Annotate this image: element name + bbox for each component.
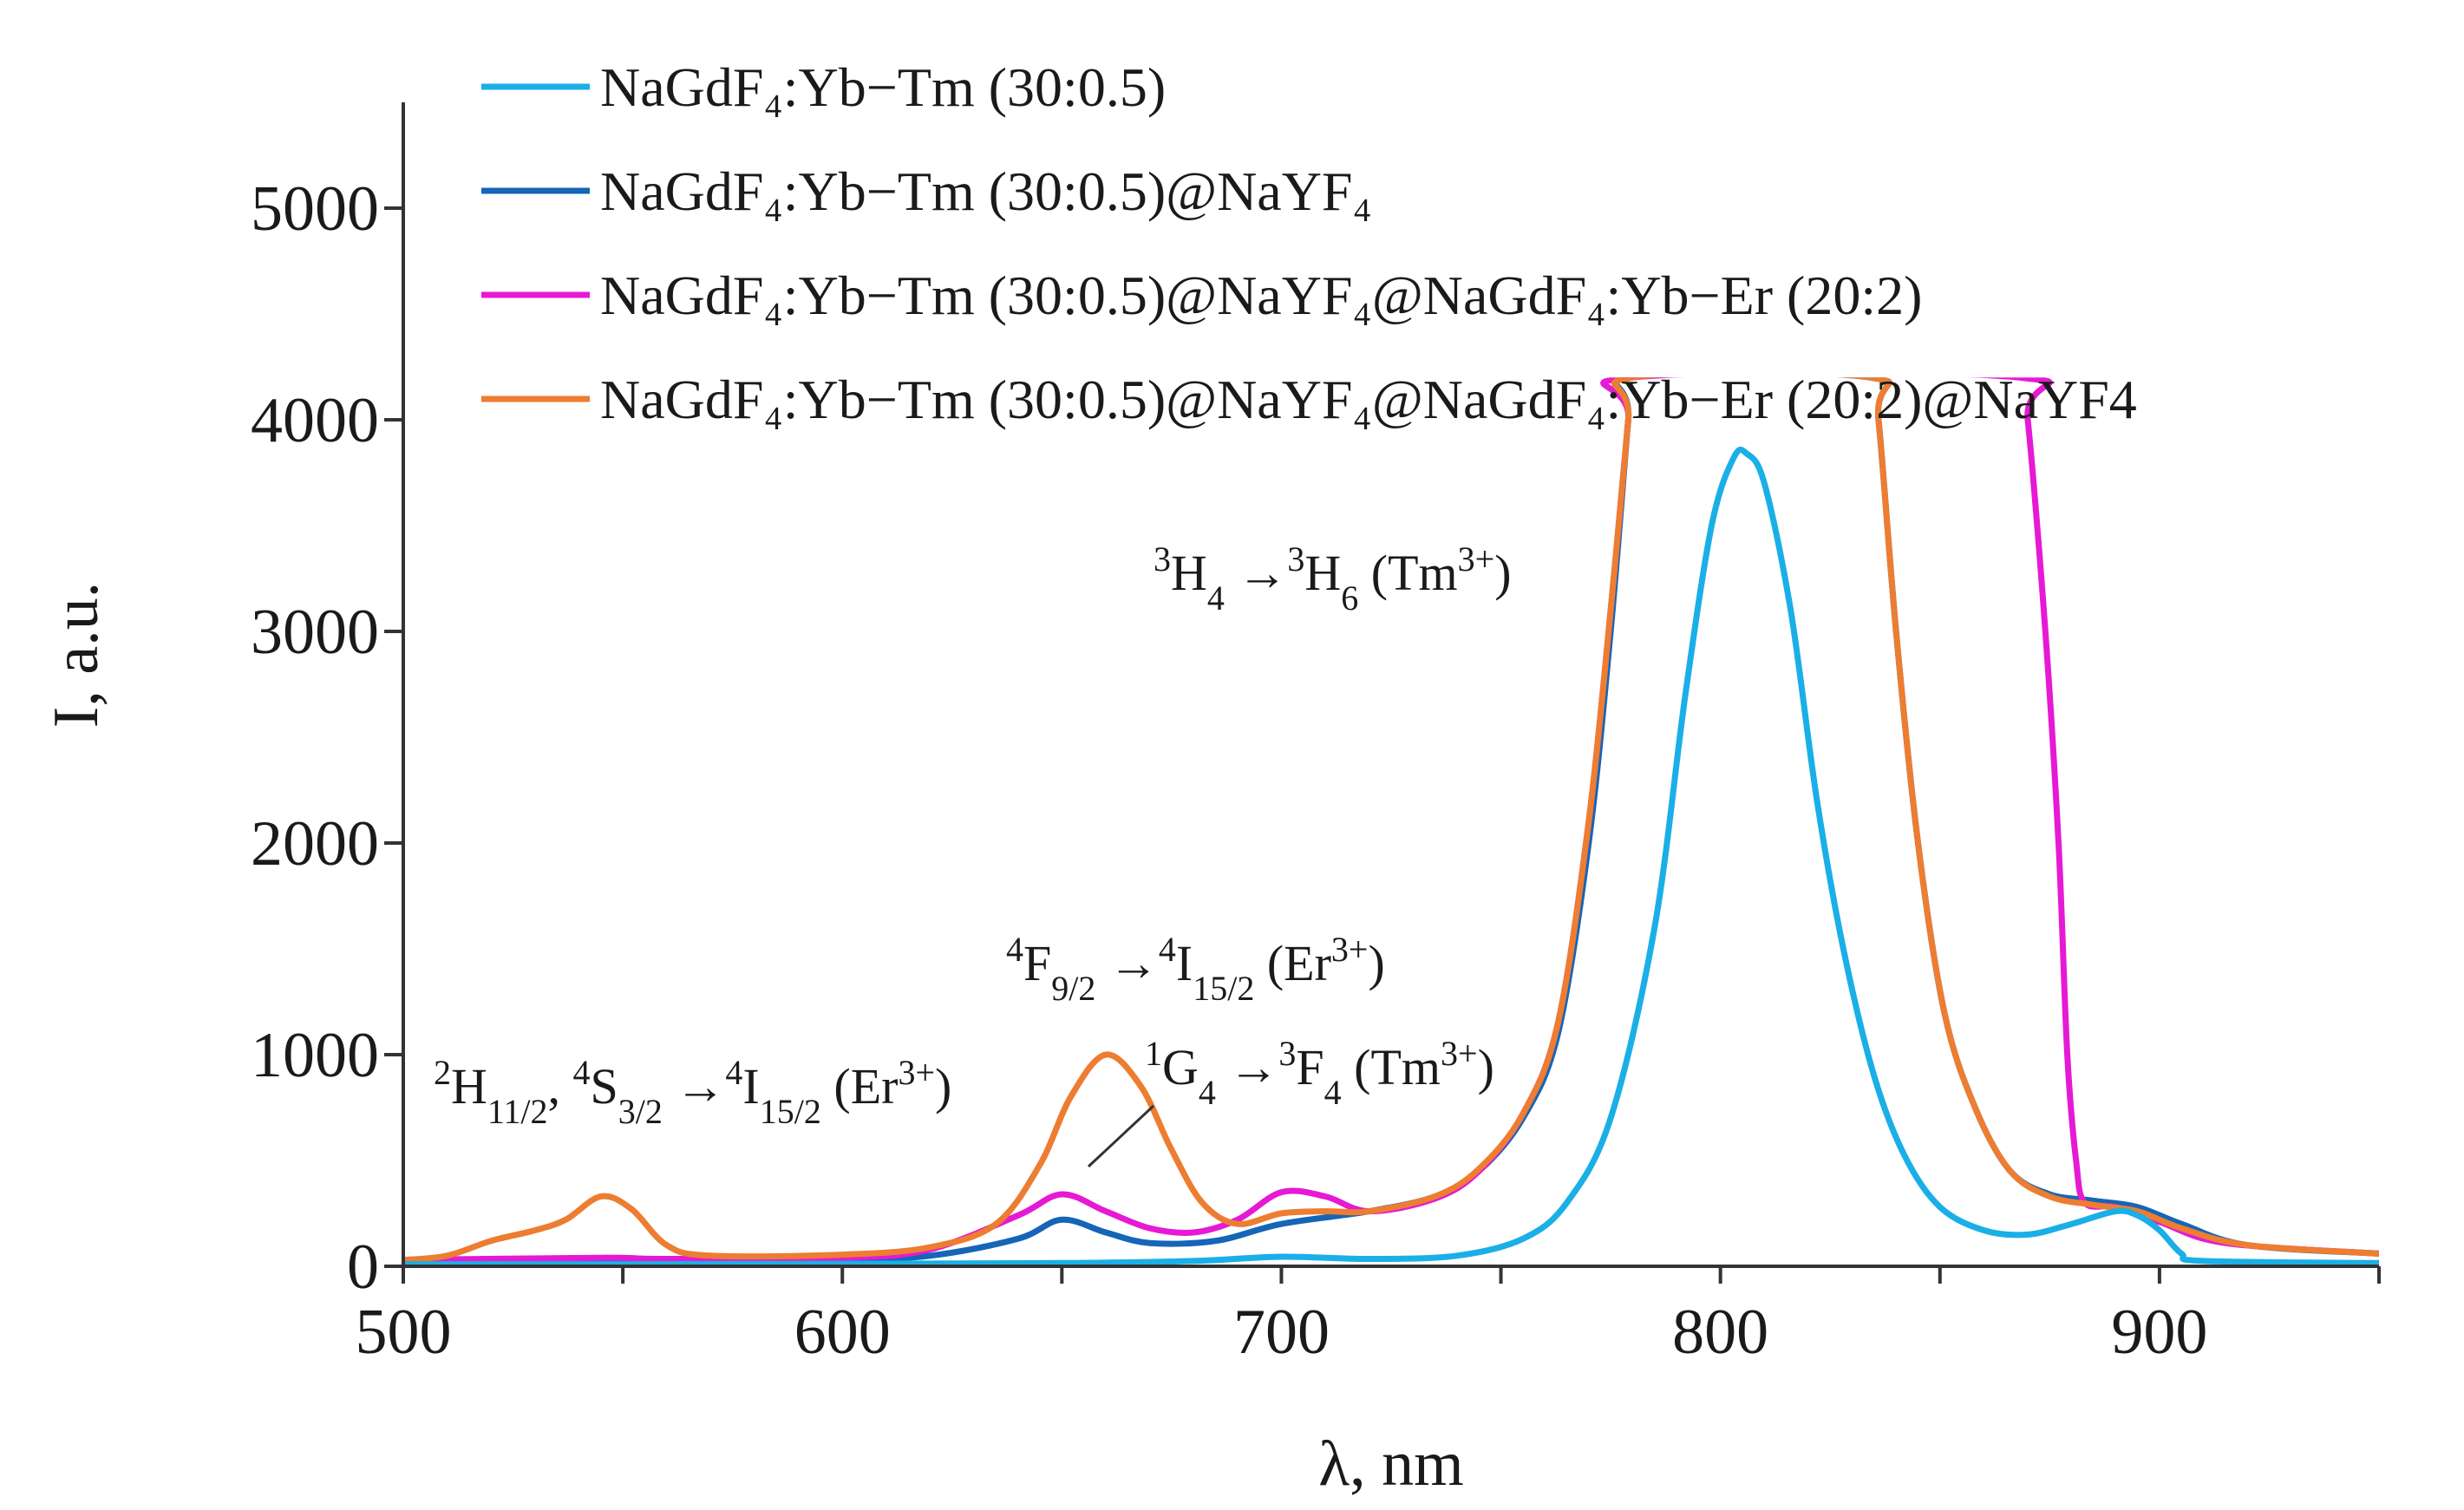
plot-area [403,377,2379,1268]
y-tick-label-5000: 5000 [251,173,379,245]
legend-label-1: NaGdF₄:Yb−Tm (30:0.5) [600,56,1166,118]
legend: NaGdF₄:Yb−Tm (30:0.5) NaGdF₄:Yb−Tm (30:0… [481,56,2137,430]
annotation-tm-3h4-3h6: 3H4 →3H6 (Tm3+) [1154,539,1512,618]
x-tick-label-500: 500 [356,1297,452,1368]
y-tick-label-4000: 4000 [251,385,379,456]
x-axis-title: λ, nm [1318,1428,1463,1500]
series-layer [403,377,2379,1268]
legend-label-4: NaGdF₄:Yb−Tm (30:0.5)@NaYF₄@NaGdF₄:Yb−Er… [600,369,2137,430]
annotation-leader-line [1087,1104,1155,1168]
y-tick-label-1000: 1000 [251,1020,379,1091]
annotation-er-4f92-4i152: 4F9/2 →4I15/2 (Er3+) [1006,930,1385,1008]
x-tick-label-700: 700 [1233,1297,1330,1368]
legend-label-2: NaGdF₄:Yb−Tm (30:0.5)@NaYF₄ [600,160,1372,222]
x-tick-label-800: 800 [1672,1297,1768,1368]
axis-ticks: 0 1000 2000 3000 4000 5000 500 600 700 800 900 [251,173,2381,1368]
series-line-2 [403,377,2379,1265]
y-tick-label-3000: 3000 [251,597,379,668]
annotation-er-2h112-4s32: 2H11/2, 4S3/2 →4I15/2 (Er3+) [434,1053,951,1131]
x-tick-label-900: 900 [2111,1297,2207,1368]
legend-label-3: NaGdF₄:Yb−Tm (30:0.5)@NaYF₄@NaGdF₄:Yb−Er… [600,265,1922,326]
series-line-3 [403,377,2379,1264]
series-line-1 [403,447,2379,1268]
series-line-4 [403,377,2379,1264]
y-tick-label-2000: 2000 [251,808,379,879]
y-tick-label-0: 0 [347,1232,379,1303]
x-tick-label-600: 600 [794,1297,891,1368]
y-axis-title: I, a.u. [41,582,112,729]
annotation-tm-1g4-3f4: 1G4 →3F4 (Tm3+) [1145,1034,1494,1112]
